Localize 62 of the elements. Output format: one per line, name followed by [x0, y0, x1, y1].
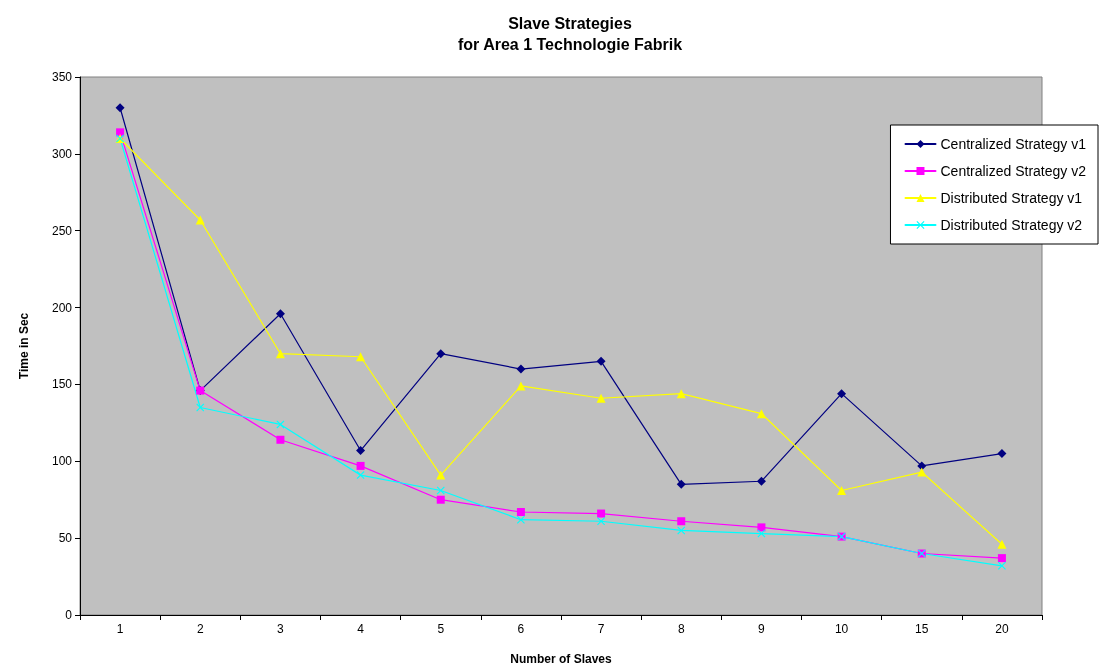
point — [516, 515, 525, 524]
point — [756, 476, 766, 486]
point — [516, 508, 525, 517]
point — [676, 479, 686, 489]
x-tick-label: 2 — [196, 622, 204, 636]
point — [837, 389, 847, 399]
x-axis-title: Number of Slaves — [510, 652, 613, 666]
x-tick-label: 15 — [915, 622, 929, 636]
y-tick-label: 100 — [51, 454, 73, 469]
point — [917, 461, 927, 471]
y-tick-label: 0 — [65, 608, 73, 622]
point — [596, 393, 606, 403]
x-tick-label: 9 — [758, 622, 766, 636]
point — [516, 364, 526, 374]
point — [275, 349, 285, 359]
point — [677, 517, 686, 526]
legend-label: Distributed Strategy v2 — [940, 217, 1083, 233]
y-tick-label: 250 — [51, 223, 73, 238]
x-tick-label: 8 — [677, 622, 685, 636]
legend-label: Centralized Strategy v2 — [940, 163, 1087, 179]
point — [917, 467, 927, 477]
point — [837, 485, 847, 495]
point — [756, 409, 766, 419]
point — [597, 509, 606, 518]
chart-title: Slave Strategies for Area 1 Technologie Fabrik — [457, 15, 683, 53]
legend-label: Distributed Strategy v1 — [940, 190, 1083, 206]
point — [436, 470, 446, 480]
point — [356, 471, 365, 480]
point — [116, 128, 125, 137]
point — [997, 539, 1007, 549]
point — [356, 446, 366, 456]
point — [276, 435, 285, 444]
y-tick-label: 50 — [58, 531, 73, 546]
x-tick-label: 6 — [517, 622, 525, 636]
x-tick-label: 7 — [597, 622, 605, 636]
point — [997, 554, 1006, 563]
point — [436, 349, 446, 359]
point — [436, 486, 445, 495]
y-tick-label: 350 — [51, 70, 73, 84]
point — [997, 561, 1006, 570]
point — [997, 449, 1007, 459]
x-tick-label: 4 — [357, 622, 365, 636]
x-tick-label: 3 — [277, 622, 285, 636]
x-tick-label: 10 — [834, 622, 849, 636]
y-tick-label: 300 — [51, 146, 73, 161]
point — [356, 461, 365, 470]
x-tick-label: 1 — [116, 622, 124, 636]
point — [436, 495, 445, 504]
point — [596, 356, 606, 366]
y-tick-label: 200 — [51, 300, 73, 315]
x-tick-label: 5 — [437, 622, 445, 636]
legend-label: Centralized Strategy v1 — [940, 136, 1087, 152]
point — [356, 352, 366, 362]
point — [757, 523, 766, 532]
point — [275, 309, 285, 319]
point — [196, 403, 205, 412]
point — [597, 517, 606, 526]
x-tick-label: 20 — [995, 622, 1009, 636]
y-tick-label: 150 — [51, 377, 73, 392]
point — [115, 103, 125, 113]
y-axis-title: Time in Sec — [17, 312, 31, 380]
point — [677, 526, 686, 535]
